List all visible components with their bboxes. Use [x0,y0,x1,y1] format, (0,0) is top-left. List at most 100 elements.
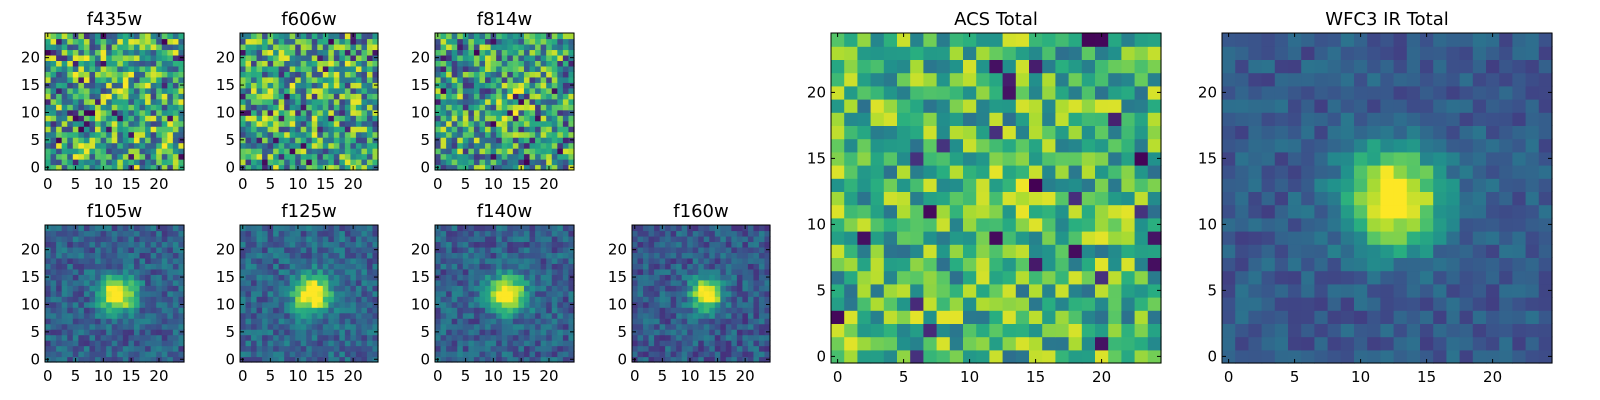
heatmap-cell [361,301,368,308]
heatmap-cell [546,235,553,243]
heatmap-cell [355,329,363,336]
heatmap-cell [540,230,547,237]
heatmap-cell [111,351,118,358]
heatmap-cell [161,131,168,138]
heatmap-cell [167,71,174,78]
heatmap-cell [83,60,91,67]
heatmap-cell [251,54,258,61]
heatmap-cell [462,87,469,94]
heatmap-cell [507,104,514,111]
heatmap-cell [50,356,57,363]
heatmap-cell [883,217,898,232]
heatmap-cell [725,274,732,281]
heatmap-cell [451,340,458,347]
heatmap-cell [117,137,124,144]
heatmap-cell [366,290,374,297]
heatmap-cell [161,120,168,127]
heatmap-cell [45,126,52,133]
heatmap-cell [485,268,492,275]
heatmap-cell [512,318,519,325]
heatmap-cell [56,49,63,56]
heatmap-cell [507,356,514,363]
heatmap-cell [45,296,52,303]
heatmap-cell [366,285,374,292]
heatmap-cell [172,225,180,232]
heatmap-cell [1108,297,1122,311]
heatmap-cell [78,356,85,363]
heatmap-cell [284,159,291,166]
heatmap-cell [568,49,575,56]
heatmap-cell [687,252,694,259]
heatmap-cell [758,274,766,281]
heatmap-cell [670,351,677,358]
heatmap-cell [681,296,688,303]
heatmap-cell [1147,310,1162,324]
heatmap-cell [451,290,458,297]
heatmap-cell [473,164,481,171]
heatmap-cell [67,153,74,160]
heatmap-cell [501,98,508,105]
heatmap-cell [557,230,564,237]
heatmap-cell [273,268,280,275]
heatmap-cell [245,87,252,94]
heatmap-cell [322,312,329,319]
heatmap-cell [100,329,107,336]
x-tick-label: 10 [484,367,503,385]
heatmap-cell [61,49,68,56]
x-tick-label: 10 [484,175,503,193]
heatmap-cell [117,356,124,363]
heatmap-cell [562,49,570,56]
heatmap-cell [709,241,716,248]
heatmap-cell [89,263,96,270]
heatmap-cell [251,153,258,160]
heatmap-cell [546,290,553,297]
heatmap-cell [440,153,447,160]
heatmap-cell [245,230,252,237]
heatmap-cell [350,312,357,319]
heatmap-cell [245,38,252,45]
heatmap-cell [501,38,508,45]
heatmap-cell [1042,151,1056,166]
heatmap-cell [273,71,280,78]
heatmap-cell [462,263,469,270]
heatmap-cell [435,159,442,166]
heatmap-cell [473,109,481,116]
heatmap-cell [67,142,74,149]
heatmap-cell [306,98,313,105]
heatmap-cell [355,38,363,45]
heatmap-cell [637,345,644,352]
heatmap-cell [562,230,570,237]
heatmap-cell [122,301,129,308]
heatmap-cell [692,246,699,253]
heatmap-cell [333,104,340,111]
heatmap-cell [1015,310,1030,324]
heatmap-cell [529,54,536,61]
heatmap-cell [648,279,655,286]
heatmap-cell [490,329,497,336]
heatmap-cell [446,345,453,352]
heatmap-cell [240,120,247,127]
heatmap-cell [435,126,442,133]
heatmap-cell [692,307,699,314]
heatmap-cell [372,104,379,111]
heatmap-cell [56,323,63,330]
heatmap-cell [117,54,124,61]
heatmap-cell [714,307,721,314]
heatmap-cell [339,126,346,133]
heatmap-cell [557,263,564,270]
heatmap-cell [714,296,721,303]
heatmap-cell [178,98,185,105]
heatmap-cell [568,279,575,286]
heatmap-cell [451,137,458,144]
heatmap-cell [676,312,683,319]
heatmap-cell [289,296,296,303]
heatmap-cell [300,33,307,40]
heatmap-cell [328,268,335,275]
heatmap-cell [568,257,575,264]
heatmap-cell [468,274,475,281]
heatmap-cell [355,285,363,292]
heatmap-cell [366,120,374,127]
heatmap-cell [523,43,531,51]
heatmap-cell [1121,297,1136,311]
heatmap-cell [72,43,79,51]
